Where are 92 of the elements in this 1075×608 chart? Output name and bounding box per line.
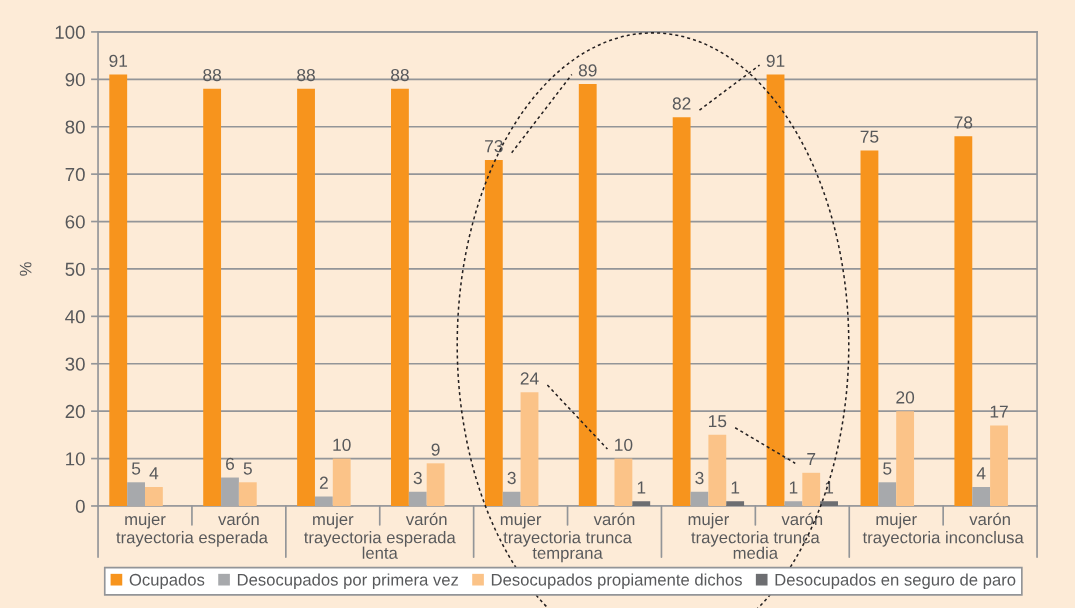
data-label: 2 [319,476,328,489]
bar [672,117,691,506]
bar [408,491,427,506]
data-label: 15 [708,415,727,428]
text: trayectoria trunca media [691,531,820,559]
x-tick-label: varón [405,512,447,526]
data-label: 5 [243,462,252,475]
bar [221,477,239,506]
bar [632,501,651,506]
x-tick-label: mujer [125,512,166,529]
x-tick-label: mujer [876,512,917,529]
data-label: 5 [883,462,892,475]
bar [954,136,973,506]
x-tick-label: mujer [688,512,729,529]
y-tick-label: 70 [65,167,85,182]
bar [802,472,821,506]
data-label: 3 [507,471,516,485]
data-label: 24 [520,372,539,385]
y-tick-label: 30 [65,357,85,371]
x-tick-label: mujer [500,512,542,529]
data-label: 89 [578,64,597,77]
data-label: 82 [672,97,691,110]
bar [297,88,315,506]
text: trayectoria inconclusa [862,531,1024,547]
x-tick-label: varón [781,512,823,526]
data-label: 4 [149,467,159,480]
y-tick-label: 100 [55,25,85,39]
data-label: 6 [226,457,235,470]
legend-label: Desocupados propiamente dichos [491,573,742,589]
data-label: 88 [297,68,315,82]
bar [820,501,838,506]
y-tick-label: 50 [65,262,85,276]
legend-label: Ocupados [129,573,205,589]
bar [726,501,745,506]
bar [690,491,709,506]
bar [784,501,803,506]
y-tick-label: 60 [65,215,85,229]
data-label: 1 [637,481,646,494]
data-label: 88 [391,68,409,82]
data-label: 5 [131,462,141,475]
data-label: 4 [976,467,986,480]
y-tick-label: 80 [65,120,85,134]
data-label: 9 [431,443,440,456]
bar [238,482,257,506]
bar [144,487,163,506]
bar [426,463,445,506]
bar [314,496,333,506]
data-label: 3 [695,471,704,485]
data-label: 75 [860,130,879,143]
x-tick-label: varón [593,512,635,526]
y-tick-label: 0 [75,499,85,513]
bar [896,411,915,506]
data-label: 78 [954,116,973,129]
data-label: 20 [896,391,915,404]
data-label: 10 [615,438,633,451]
bar [878,482,897,506]
legend-label: Desocupados por primera vez [237,573,459,589]
data-label: 91 [109,54,128,67]
bar [520,392,539,506]
bar [860,150,879,506]
y-tick-label: 90 [65,73,85,87]
x-tick-label: varón [218,512,259,526]
bar [203,88,222,506]
text: trayectoria esperada lenta [304,531,456,559]
data-label: 1 [789,481,798,494]
bar [484,159,503,506]
bar [502,491,521,506]
x-tick-label: varón [969,512,1010,526]
data-label: 88 [203,68,222,82]
bar [391,88,409,506]
text: trayectoria trunca temprana [503,531,632,563]
y-axis-title: % [19,262,32,276]
data-label: 10 [333,438,351,451]
legend-label: Desocupados en seguro de paro [775,573,1016,589]
bar [766,74,785,506]
bar [127,482,145,506]
data-label: 1 [731,481,740,494]
data-label: 3 [413,471,422,485]
bar [109,74,128,506]
bar [614,458,633,506]
y-tick-label: 40 [65,310,85,324]
y-tick-label: 10 [66,452,85,466]
bar [708,434,727,506]
data-label: 73 [485,140,503,153]
text: trayectoria esperada [116,531,268,547]
bar [990,425,1008,506]
y-tick-label: 20 [65,404,85,419]
x-tick-label: mujer [313,512,354,529]
bar [972,487,991,506]
data-label: 91 [766,54,785,67]
bar [332,458,351,506]
bar [578,84,597,506]
